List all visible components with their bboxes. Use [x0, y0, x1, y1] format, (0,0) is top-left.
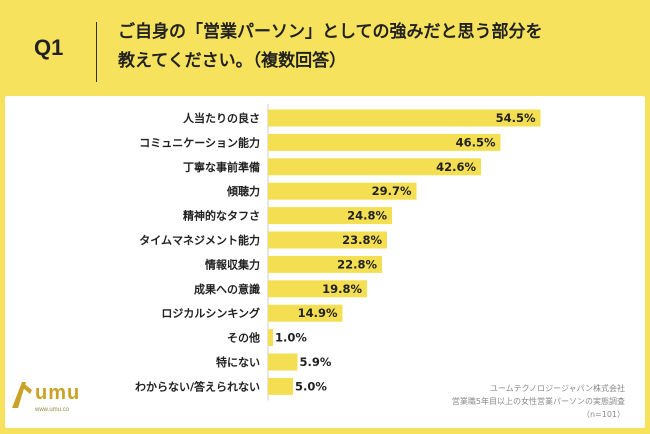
category-label: その他 — [227, 331, 260, 345]
bar — [268, 329, 273, 347]
bar — [268, 280, 367, 298]
value-label: 29.7% — [372, 184, 412, 198]
question-text: ご自身の「営業パーソン」としての強みだと思う部分を 教えてください。（複数回答） — [118, 18, 618, 76]
value-label: 5.9% — [300, 355, 332, 369]
category-label: 特にない — [216, 355, 260, 369]
category-label: 成果への意識 — [194, 282, 260, 296]
value-label: 5.0% — [295, 379, 327, 393]
value-label: 46.5% — [456, 135, 496, 149]
footnote-sample: （n=101） — [581, 410, 625, 419]
umu-logo: umu www.umu.co — [10, 380, 90, 426]
category-label: 情報収集力 — [205, 257, 260, 271]
value-label: 54.5% — [496, 111, 536, 125]
value-label: 22.8% — [337, 257, 377, 271]
footnote-survey: 営業職5年目以上の女性営業パーソンの実態調査 — [451, 397, 625, 406]
bar — [268, 255, 382, 273]
category-label: ロジカルシンキング — [161, 306, 260, 320]
bar — [268, 158, 481, 176]
bar — [268, 231, 387, 249]
bar — [268, 109, 541, 127]
question-number: Q1 — [34, 35, 64, 60]
value-label: 14.9% — [298, 306, 338, 320]
bar — [268, 133, 501, 151]
question-text-line2: 教えてください。（複数回答） — [118, 51, 347, 71]
question-divider — [96, 22, 97, 82]
category-label: 人当たりの良さ — [183, 111, 260, 125]
logo-text: umu — [35, 382, 81, 404]
value-label: 42.6% — [436, 160, 476, 174]
umu-logo-icon — [12, 382, 32, 408]
bar — [268, 353, 298, 371]
bar — [268, 377, 293, 395]
footnote-company: ユームテクノロジージャパン株式会社 — [489, 384, 625, 393]
category-label: 精神的なタフさ — [183, 209, 260, 223]
bar — [268, 304, 343, 322]
logo-url: www.umu.co — [35, 407, 70, 413]
category-label: タイムマネジメント能力 — [139, 233, 260, 247]
category-label: 丁寧な事前準備 — [183, 160, 260, 174]
category-label: わからない/答えられない — [135, 379, 260, 393]
question-text-line1: ご自身の「営業パーソン」としての強みだと思う部分を — [118, 22, 543, 42]
value-label: 19.8% — [322, 282, 362, 296]
bar — [268, 182, 417, 200]
bar — [268, 207, 392, 225]
value-label: 1.0% — [275, 331, 307, 345]
value-label: 24.8% — [347, 209, 387, 223]
category-label: コミュニケーション能力 — [139, 135, 260, 149]
category-label: 傾聴力 — [226, 184, 260, 198]
source-footnote: ユームテクノロジージャパン株式会社 営業職5年目以上の女性営業パーソンの実態調査… — [452, 382, 625, 421]
value-label: 23.8% — [342, 233, 382, 247]
